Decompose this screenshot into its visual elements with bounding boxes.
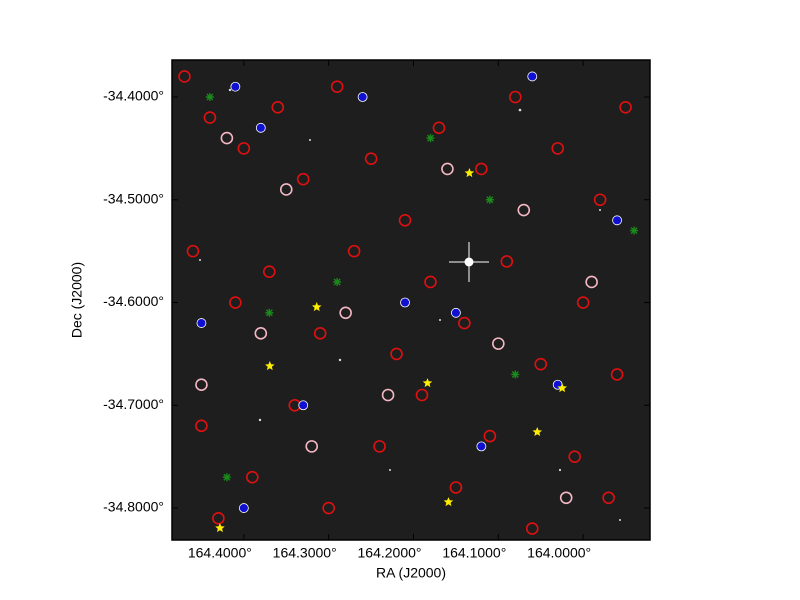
source-dot — [612, 215, 622, 226]
source-ring — [212, 512, 225, 525]
x-tick-label: 164.0000° — [527, 545, 591, 561]
source-cross — [426, 134, 435, 143]
source-ring — [432, 121, 446, 135]
x-tick-label: 164.1000° — [442, 545, 506, 561]
source-ring — [508, 90, 522, 104]
source-cross — [205, 92, 214, 101]
y-tick-label: -34.7000° — [103, 396, 164, 412]
source-ring — [186, 244, 200, 258]
source-ring — [271, 100, 285, 114]
source-ring — [381, 388, 395, 402]
source-ring — [576, 296, 590, 309]
source-ring — [415, 388, 429, 402]
y-tick-label: -34.5000° — [103, 190, 164, 206]
source-ring — [203, 111, 217, 124]
source-ring — [585, 275, 598, 289]
source-ring — [534, 357, 548, 371]
x-tick-label: 164.2000° — [358, 545, 422, 561]
source-ring — [568, 450, 581, 463]
source-ring — [619, 100, 632, 114]
y-tick-label: -34.4000° — [103, 88, 164, 104]
y-tick-label: -34.8000° — [103, 499, 164, 515]
source-dot — [238, 503, 249, 513]
source-cross — [222, 473, 231, 482]
y-tick-label: -34.6000° — [103, 293, 164, 309]
source-ring — [458, 316, 471, 330]
source-ring — [492, 337, 505, 350]
source-ring — [441, 162, 454, 176]
source-ring — [322, 501, 335, 515]
source-ring — [347, 244, 361, 258]
source-star — [215, 523, 225, 533]
source-cross — [333, 277, 342, 286]
source-star — [557, 383, 567, 393]
source-ring — [279, 183, 293, 196]
source-ring — [525, 522, 539, 535]
source-ring — [254, 327, 268, 340]
source-ring — [602, 491, 615, 505]
source-ring — [220, 131, 234, 145]
source-cross — [630, 226, 639, 235]
source-star — [443, 497, 454, 507]
source-cross — [485, 195, 494, 204]
source-ring — [517, 203, 531, 217]
source-cross — [265, 308, 274, 317]
source-dot — [196, 318, 207, 328]
source-ring — [475, 162, 488, 176]
source-dot — [451, 307, 461, 318]
source-cross — [511, 370, 520, 379]
source-ring — [610, 368, 624, 381]
source-star — [532, 427, 542, 436]
source-dot — [255, 122, 266, 133]
source-star — [422, 378, 433, 388]
source-ring — [330, 80, 344, 94]
source-star — [265, 361, 275, 371]
source-ring — [424, 275, 437, 289]
source-dot — [527, 71, 538, 82]
source-ring — [195, 378, 208, 392]
source-star — [464, 168, 475, 178]
source-dot — [357, 92, 368, 102]
source-dot — [298, 400, 309, 411]
source-ring — [296, 172, 310, 186]
source-ring — [246, 470, 259, 484]
source-ring — [551, 142, 565, 155]
y-axis-label: Dec (J2000) — [69, 262, 85, 338]
source-dot — [230, 81, 241, 92]
plot-frame — [171, 59, 651, 541]
source-ring — [229, 296, 242, 309]
source-ring — [195, 419, 208, 433]
source-ring — [559, 491, 573, 505]
x-tick-label: 164.4000° — [188, 545, 252, 561]
source-ring — [373, 440, 386, 453]
source-dot — [476, 441, 487, 452]
source-ring — [483, 429, 497, 443]
source-ring — [593, 193, 607, 207]
source-ring — [305, 440, 319, 453]
source-dot — [400, 297, 410, 308]
source-ring — [390, 347, 403, 361]
x-tick-label: 164.3000° — [273, 545, 337, 561]
source-star — [312, 302, 322, 312]
x-axis-label: RA (J2000) — [376, 565, 446, 581]
source-ring — [398, 214, 412, 227]
source-ring — [339, 306, 352, 320]
source-ring — [262, 265, 276, 278]
source-ring — [237, 142, 251, 155]
source-ring — [364, 152, 378, 165]
source-ring — [449, 481, 463, 494]
source-ring — [178, 70, 191, 83]
source-ring — [500, 255, 514, 268]
bright-star — [449, 242, 489, 282]
source-ring — [313, 327, 327, 340]
